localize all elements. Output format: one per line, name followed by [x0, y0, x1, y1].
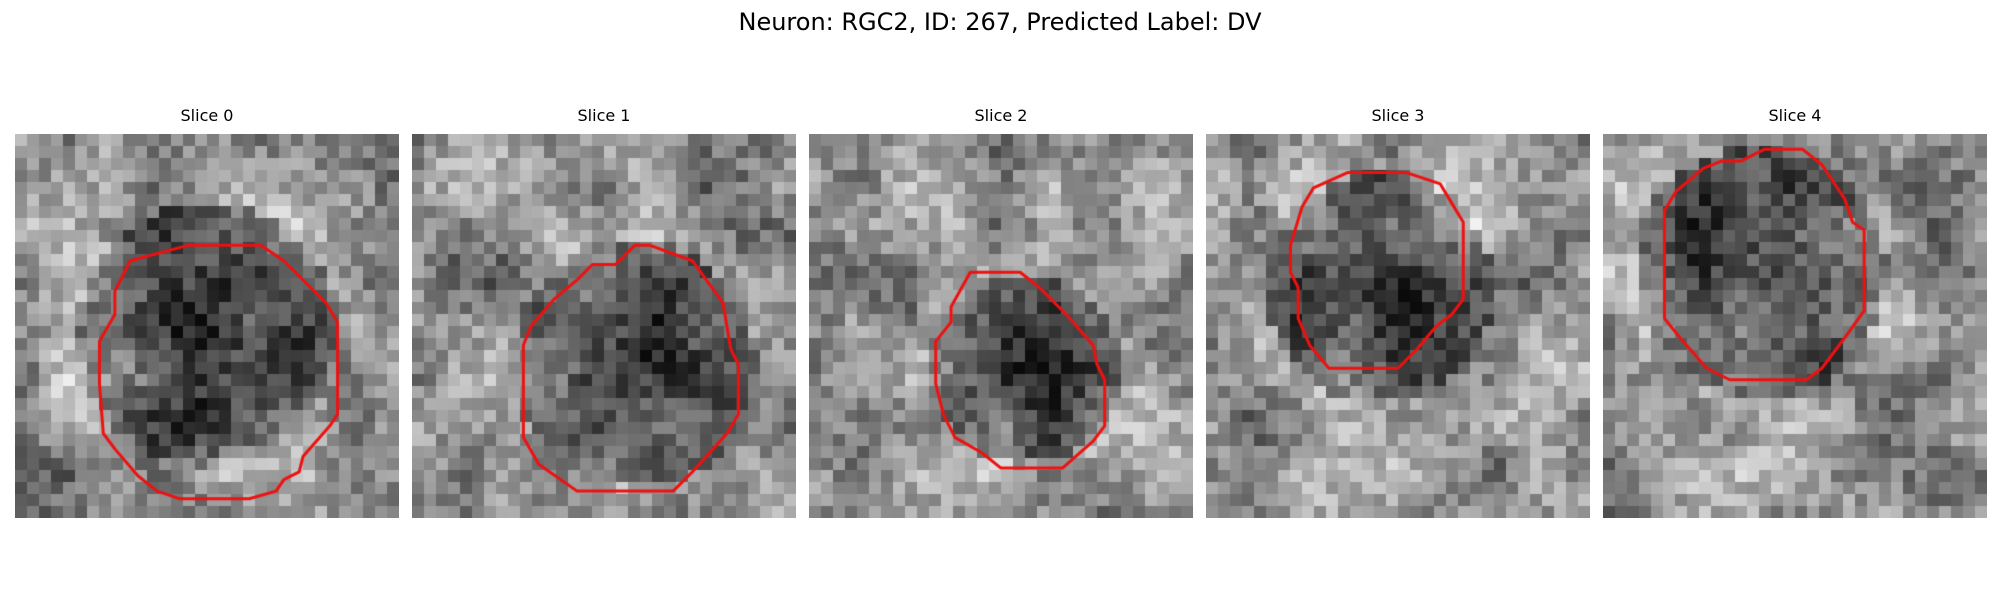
slice-panel-3: Slice 3	[1206, 106, 1590, 518]
slice-title: Slice 4	[1768, 106, 1822, 125]
slice-panel-4: Slice 4	[1603, 106, 1987, 518]
slice-image	[809, 134, 1193, 518]
figure-title: Neuron: RGC2, ID: 267, Predicted Label: …	[738, 8, 1262, 36]
slice-title: Slice 3	[1371, 106, 1425, 125]
slice-image	[15, 134, 399, 518]
slice-title: Slice 0	[180, 106, 234, 125]
slice-panel-0: Slice 0	[15, 106, 399, 518]
slice-image	[412, 134, 796, 518]
slice-panel-1: Slice 1	[412, 106, 796, 518]
slice-title: Slice 1	[577, 106, 631, 125]
slice-image	[1206, 134, 1590, 518]
slice-image	[1603, 134, 1987, 518]
slice-panel-2: Slice 2	[809, 106, 1193, 518]
slice-title: Slice 2	[974, 106, 1028, 125]
